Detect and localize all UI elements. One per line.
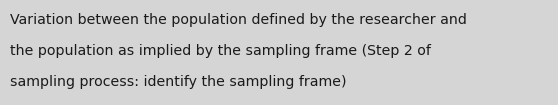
Text: sampling process: identify the sampling frame): sampling process: identify the sampling …: [10, 75, 347, 89]
Text: Variation between the population defined by the researcher and: Variation between the population defined…: [10, 13, 467, 27]
Text: the population as implied by the sampling frame (Step 2 of: the population as implied by the samplin…: [10, 44, 431, 58]
